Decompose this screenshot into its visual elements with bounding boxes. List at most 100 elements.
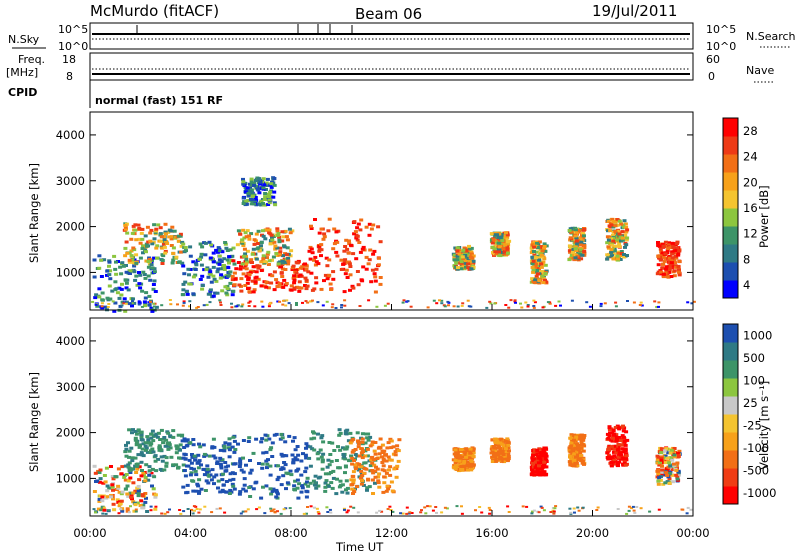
- cell-r6-128: [471, 447, 476, 451]
- cell-r2-133: [204, 268, 209, 271]
- ground-cell-154: [537, 511, 541, 514]
- cell-r1-61: [144, 448, 148, 452]
- cell-r4-101: [254, 257, 259, 261]
- cell-r0-43: [131, 481, 136, 485]
- cell-r4-88: [326, 484, 331, 488]
- cell-r7-35: [467, 250, 471, 254]
- cell-r10-114: [581, 228, 586, 232]
- cell-r0-23: [124, 281, 129, 285]
- cell-r0-35: [92, 275, 97, 279]
- cell-r2-89: [207, 240, 212, 244]
- cell-r9-10: [542, 257, 547, 261]
- cell-r5-11: [319, 287, 324, 291]
- cell-r2-131: [192, 454, 197, 458]
- cell-r2-119: [202, 452, 207, 456]
- cell-r3-109: [244, 274, 249, 278]
- cell-r3-53: [232, 283, 237, 287]
- cell-r3-23: [280, 267, 285, 271]
- cell-r11-30: [663, 473, 667, 477]
- cell-r1-98: [164, 232, 168, 236]
- cell-r5-80: [309, 247, 314, 251]
- cell-r8-93: [506, 242, 510, 246]
- ground-cell-25: [432, 299, 436, 302]
- cell-r4-78: [243, 231, 248, 235]
- cell-r5-51: [351, 437, 356, 441]
- cell-r8-128: [538, 457, 543, 461]
- cell-r5-19: [382, 469, 387, 473]
- cell-r2-23: [219, 466, 224, 470]
- cell-r1-98: [151, 450, 156, 454]
- cell-r0-66: [97, 266, 102, 270]
- ground-cell-76: [316, 511, 320, 513]
- cell-r4-125: [315, 452, 320, 456]
- cell-r0-24: [151, 287, 156, 291]
- cell-r8-134: [496, 235, 501, 239]
- cell-r7-139: [495, 452, 500, 456]
- ground-cell-110: [325, 506, 329, 509]
- cell-r2-105: [211, 265, 216, 269]
- cell-r5-126: [341, 262, 346, 266]
- cell-r3-35: [251, 265, 256, 269]
- cell-r11-43: [605, 235, 610, 239]
- cell-r2-83: [222, 449, 227, 453]
- cell-r0-132: [141, 506, 146, 510]
- cell-r4-3: [338, 479, 343, 483]
- cell-r1-122: [162, 468, 167, 472]
- cell-r0-67: [150, 259, 154, 263]
- ground-cell-147: [285, 299, 289, 302]
- nsky-panel: [89, 22, 694, 50]
- cell-r3-60: [242, 266, 247, 270]
- cell-r4-94: [280, 239, 285, 243]
- ytick-label-2000: 2000: [56, 220, 85, 234]
- velocity-colorbar-label: Velocity [m s⁻¹]: [757, 381, 771, 470]
- cell-r2-14: [201, 443, 206, 447]
- cell-r10-131: [610, 455, 615, 459]
- cell-r1-102: [134, 441, 139, 445]
- cell-r0-82: [154, 305, 159, 309]
- cell-r9-133: [576, 448, 581, 452]
- cell-r0-81: [119, 472, 124, 476]
- cell-r12-33: [673, 264, 678, 268]
- cell-r5-69: [356, 222, 361, 226]
- cell-r0-130: [122, 297, 127, 301]
- cell-r4-96: [328, 453, 333, 456]
- cell-r9-136: [572, 438, 576, 442]
- cell-r5-25: [358, 465, 363, 469]
- cell-r4-28: [363, 441, 368, 445]
- cell-r0-12: [119, 293, 124, 297]
- cell-r3-112: [295, 445, 300, 448]
- ground-cell-132: [572, 507, 576, 510]
- cell-r5-54: [378, 276, 383, 279]
- cell-r1-121: [126, 465, 131, 469]
- cell-r9-110: [534, 262, 539, 266]
- cell-r0-50: [141, 503, 146, 507]
- cell-r5-70: [373, 452, 378, 456]
- cell-r12-113: [664, 267, 668, 271]
- cell-r12-17: [664, 256, 668, 260]
- cell-r11-133: [660, 455, 664, 459]
- cell-r11-85: [670, 468, 675, 472]
- cell-r2-72: [199, 255, 204, 259]
- cell-r5-85: [367, 233, 372, 237]
- cell-r4-138: [318, 448, 323, 452]
- cell-r12-63: [667, 270, 672, 274]
- cell-r2-97: [206, 275, 211, 279]
- cell-r11-90: [613, 229, 618, 233]
- ground-cell-113: [104, 512, 108, 515]
- cell-r2-73: [223, 461, 228, 464]
- ground-cell-9: [603, 302, 607, 305]
- cell-r0-82: [94, 480, 98, 483]
- cell-r3-79: [274, 432, 279, 436]
- cell-r4-54: [312, 431, 316, 435]
- cell-r5-121: [376, 479, 381, 483]
- cell-r10-94: [575, 242, 580, 246]
- cell-r11-128: [667, 481, 672, 485]
- cell-r0-95: [138, 256, 143, 260]
- cell-r2-10: [196, 466, 201, 470]
- cell-r5-107: [370, 469, 375, 472]
- cell-r4-15: [324, 479, 329, 483]
- cell-r9-37: [571, 445, 576, 449]
- cell-r9-139: [532, 245, 537, 249]
- cell-r10-124: [567, 244, 572, 248]
